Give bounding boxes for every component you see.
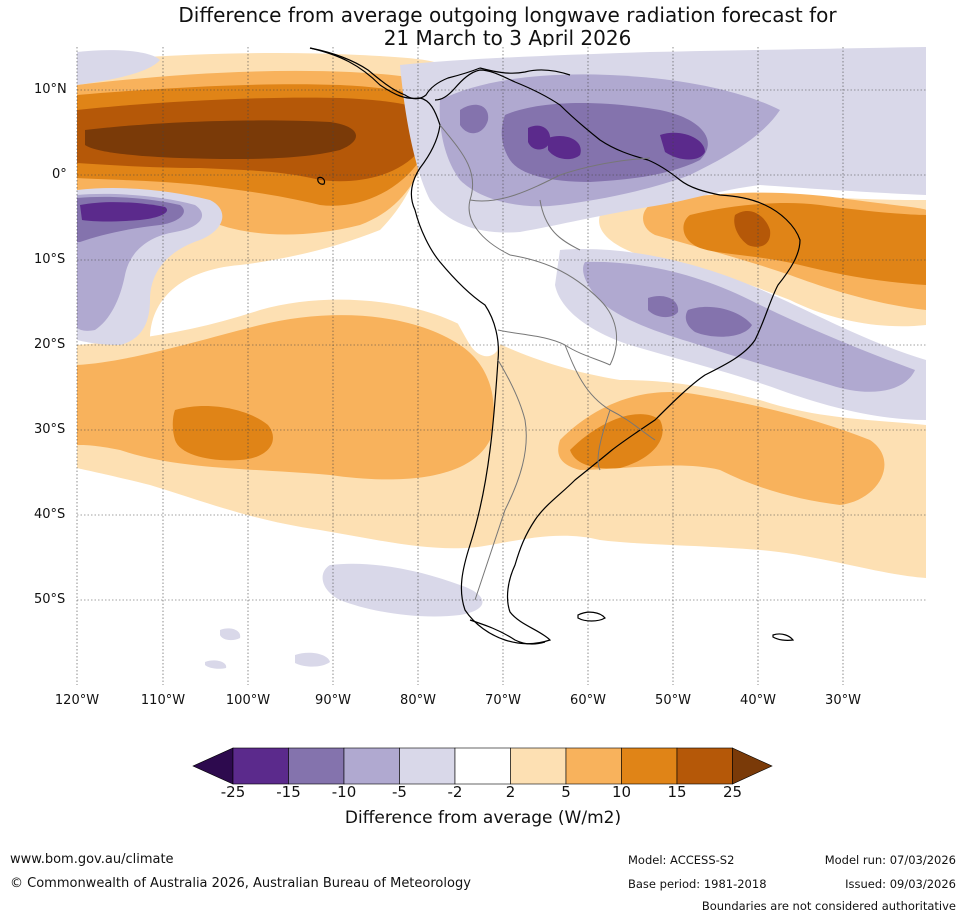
colorbar-tick: 2 <box>505 783 516 801</box>
lon-label-60w: 60°W <box>570 693 606 708</box>
lon-label-110w: 110°W <box>140 693 186 708</box>
colorbar-bin-1 <box>232 747 289 785</box>
negative-anomaly-south-patch-2 <box>205 628 330 669</box>
colorbar-tick: 15 <box>667 783 687 801</box>
lat-label-30s: 30°S <box>34 422 66 437</box>
lon-label-100w: 100°W <box>225 693 271 708</box>
website-link[interactable]: www.bom.gov.au/climate <box>10 852 174 867</box>
country-borders <box>439 124 656 601</box>
caribbean-coast <box>479 67 571 76</box>
lon-label-50w: 50°W <box>655 693 691 708</box>
positive-anomaly-darkest-brazil <box>734 210 771 247</box>
negative-anomaly-medium-diagonal <box>648 295 752 337</box>
colorbar-bin-6 <box>510 747 567 785</box>
title-line-1: Difference from average outgoing longwav… <box>178 3 837 27</box>
lat-label-50s: 50°S <box>34 592 66 607</box>
title-line-2: 21 March to 3 April 2026 <box>383 26 632 50</box>
map-title: Difference from average outgoing longwav… <box>0 4 965 50</box>
colorbar-high-extension <box>732 747 773 785</box>
negative-anomaly-small-eq <box>460 104 489 134</box>
neutral-strip <box>430 253 502 357</box>
lon-label-90w: 90°W <box>315 693 351 708</box>
colorbar-tick: 25 <box>722 783 743 801</box>
lat-label-0: 0° <box>52 167 67 182</box>
lon-label-120w: 120°W <box>54 693 100 708</box>
colorbar-tick: -25 <box>220 783 246 801</box>
colorbar-bin-7 <box>565 747 622 785</box>
colorbar-tick: 5 <box>561 783 571 801</box>
positive-anomaly-dark-atl <box>570 414 663 469</box>
base-period: Base period: 1981-2018 <box>628 877 767 891</box>
colorbar-bin-3 <box>343 747 400 785</box>
negative-anomaly-dark-north <box>528 125 705 160</box>
south-america-coast <box>309 47 801 645</box>
central-america-coast <box>309 47 481 100</box>
model-run-date: Model run: 07/03/2026 <box>824 853 956 867</box>
lon-label-80w: 80°W <box>400 693 436 708</box>
colorbar-bin-2 <box>288 747 345 785</box>
model-name: Model: ACCESS-S2 <box>628 853 735 867</box>
lat-label-10n: 10°N <box>34 82 67 97</box>
lon-label-30w: 30°W <box>825 693 861 708</box>
negative-anomaly-dark-west <box>80 202 168 222</box>
negative-anomaly-south-patch <box>322 563 483 617</box>
boundaries-disclaimer: Boundaries are not considered authoritat… <box>701 899 956 913</box>
lon-label-40w: 40°W <box>740 693 776 708</box>
colorbar-low-extension <box>192 747 234 785</box>
lat-label-40s: 40°S <box>34 507 66 522</box>
negative-anomaly-lightest-west-top <box>77 50 160 85</box>
colorbar-bin-4 <box>399 747 456 785</box>
colorbar-bin-8 <box>621 747 678 785</box>
colorbar-tick: -15 <box>276 783 301 801</box>
graticule <box>76 47 926 685</box>
colorbar-tick: -5 <box>392 783 407 801</box>
anomaly-fields <box>77 47 926 685</box>
falkland-islands <box>577 611 606 622</box>
lat-label-20s: 20°S <box>34 337 66 352</box>
colorbar-tick: 10 <box>611 783 632 801</box>
colorbar <box>192 747 773 785</box>
colorbar-title: Difference from average (W/m2) <box>344 808 622 828</box>
galapagos <box>317 176 326 185</box>
colorbar-bin-9 <box>676 747 733 785</box>
issued-date: Issued: 09/03/2026 <box>845 877 956 891</box>
south-georgia <box>772 633 795 641</box>
colorbar-tick: -2 <box>447 783 463 801</box>
coastlines <box>309 47 801 645</box>
lat-label-10s: 10°S <box>34 252 66 267</box>
tierra-del-fuego <box>469 619 546 645</box>
positive-anomaly-darkest-core <box>85 120 357 160</box>
lon-label-70w: 70°W <box>485 693 521 708</box>
colorbar-bin-5 <box>454 747 511 785</box>
colorbar-tick: -10 <box>331 783 357 801</box>
copyright-text: © Commonwealth of Australia 2026, Austra… <box>10 876 471 891</box>
